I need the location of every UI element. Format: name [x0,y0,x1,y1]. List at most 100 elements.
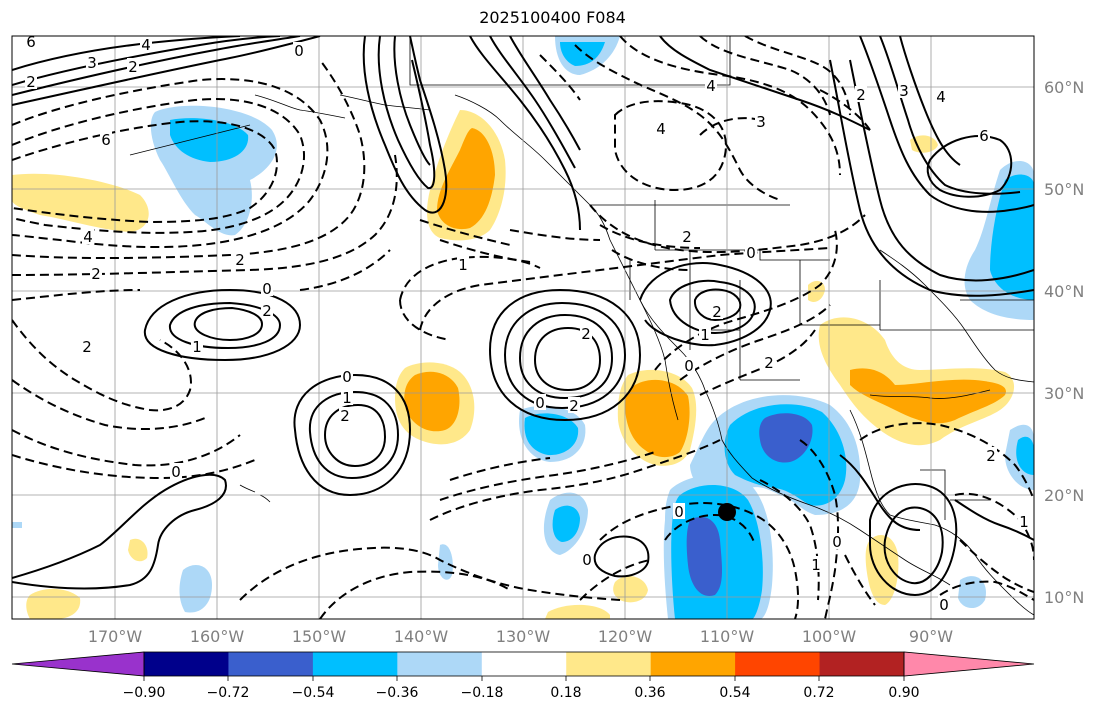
contour-line [469,36,581,231]
colorbar-segment [904,652,1034,676]
coastline [254,94,346,119]
lat-label: 30°N [1044,384,1084,403]
contour-line [899,36,961,166]
shading-area [438,544,453,580]
colorbar-label: −0.36 [376,685,419,701]
colorbar-label: −0.72 [207,685,250,701]
lat-label: 40°N [1044,282,1084,301]
contour-line [883,506,944,585]
contour-label: 0 [534,394,546,412]
contour-label: 4 [140,36,152,54]
colorbar-label: −0.54 [292,685,335,701]
contour-label: 3 [755,113,767,131]
svg-text:3: 3 [87,54,97,72]
contour-label: 2 [81,338,93,356]
colorbar-label: 0.18 [550,685,581,701]
contour-line [377,36,436,190]
svg-text:4: 4 [656,120,666,138]
svg-text:3: 3 [756,113,766,131]
contour-label: 4 [935,88,947,106]
svg-text:6: 6 [101,131,111,149]
contour-line [619,36,841,176]
lon-label: 120°W [598,627,653,646]
map-title: 2025100400 F084 [479,8,626,27]
contour-label: 2 [580,325,592,343]
lon-label: 90°W [909,627,953,646]
contour-label: 6 [100,131,112,149]
contour-line [869,483,958,597]
contour-line [509,36,581,151]
contour-line [654,229,838,371]
contour-line [12,98,305,234]
contour-line [193,306,264,342]
lat-label: 10°N [1044,588,1084,607]
contour-line [12,249,391,301]
shading-area [179,565,212,613]
shading-area [625,379,690,458]
contour-line [939,580,1034,601]
colorbar-labels: −0.90 −0.72 −0.54 −0.36 −0.18 0.18 0.36 … [123,685,920,701]
contour-line [611,249,691,271]
contour-label: 3 [86,54,98,72]
colorbar-label: 0.54 [719,685,750,701]
lon-label: 160°W [190,627,245,646]
contour-label: 2 [261,302,273,320]
contour-label: 0 [683,357,695,375]
shading-area [524,413,579,456]
contour-line [639,262,772,347]
contour-line [509,229,601,241]
svg-text:1: 1 [192,338,202,356]
colorbar-segments [12,652,1034,676]
contour-line [12,429,241,467]
colorbar-segment [481,652,567,676]
svg-text:2: 2 [986,447,996,465]
lon-label: 110°W [700,627,755,646]
contour-label: 0 [341,368,353,386]
contour-line [488,288,642,422]
contour-line [308,390,400,480]
contour-line [533,326,602,392]
contour-line [579,559,651,601]
contour-label: 0 [581,551,593,569]
contour-labels: 6 4 3 2 0 2 6 4 2 2 0 2 1 0 2 1 2 0 1 2 … [25,33,1030,614]
colorbar-segment [228,652,314,676]
border [654,200,830,261]
contour-line [679,304,831,381]
colorbar-segment [312,652,398,676]
solid-contours [12,36,1034,597]
contour-line [439,451,656,501]
contour-line [12,454,256,480]
shading-layer [12,36,1034,619]
contour-line [419,247,831,331]
svg-text:2: 2 [235,251,245,269]
contour-line [699,36,831,116]
svg-text:1: 1 [811,556,821,574]
contour-label: 0 [170,463,182,481]
contour-label: 2 [681,228,693,246]
contour-line [439,239,531,263]
shading-area [170,118,249,162]
contour-line [393,36,431,166]
shading-area [128,538,148,562]
contour-line [829,59,1034,297]
map-frame [11,35,1035,620]
svg-text:6: 6 [26,33,36,51]
svg-text:1: 1 [1019,513,1029,531]
shading-area [437,128,495,230]
lon-label: 140°W [394,627,449,646]
contour-line [614,100,727,192]
colorbar-segment [12,652,144,676]
svg-text:2: 2 [581,325,591,343]
svg-text:2: 2 [262,302,272,320]
contour-line [319,570,511,619]
colorbar-segment [819,652,905,676]
contour-label: 4 [82,228,94,246]
longitude-labels: 170°W 160°W 150°W 140°W 130°W 120°W 110°… [88,627,953,646]
shading-area [686,516,723,596]
contour-label: 2 [711,303,723,321]
lon-label: 100°W [802,627,857,646]
contour-line [419,219,511,246]
contour-line [954,499,1034,541]
shading-area [545,604,610,619]
contour-line [12,36,241,71]
